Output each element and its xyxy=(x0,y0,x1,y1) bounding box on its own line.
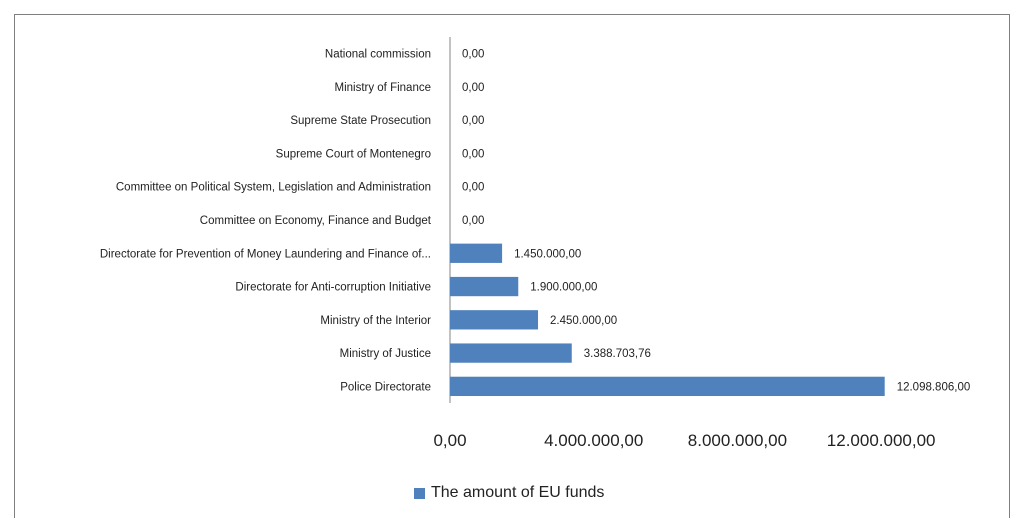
x-tick-label: 4.000.000,00 xyxy=(544,431,643,450)
category-label: Committee on Economy, Finance and Budget xyxy=(200,215,432,227)
data-label: 0,00 xyxy=(462,115,484,127)
data-label: 12.098.806,00 xyxy=(897,381,971,393)
data-label: 0,00 xyxy=(462,182,484,194)
data-label: 1.450.000,00 xyxy=(514,248,581,260)
category-label: Ministry of Justice xyxy=(340,348,431,360)
data-label: 0,00 xyxy=(462,148,484,160)
chart-frame xyxy=(14,14,1010,518)
category-label: Directorate for Prevention of Money Laun… xyxy=(100,248,431,260)
data-label: 0,00 xyxy=(462,82,484,94)
data-label: 0,00 xyxy=(462,215,484,227)
x-tick-label: 0,00 xyxy=(433,431,466,450)
category-label: Supreme Court of Montenegro xyxy=(276,148,431,160)
category-label: Supreme State Prosecution xyxy=(290,115,431,127)
x-tick-label: 8.000.000,00 xyxy=(688,431,787,450)
category-label: Committee on Political System, Legislati… xyxy=(116,182,431,194)
data-label: 1.900.000,00 xyxy=(530,282,597,294)
x-tick-label: 12.000.000,00 xyxy=(827,431,936,450)
category-label: Directorate for Anti-corruption Initiati… xyxy=(235,282,431,294)
category-label: Ministry of the Interior xyxy=(320,315,431,327)
category-label: National commission xyxy=(325,49,431,61)
bar xyxy=(450,310,539,330)
category-label: Police Directorate xyxy=(340,381,431,393)
data-label: 3.388.703,76 xyxy=(584,348,651,360)
bar xyxy=(450,243,503,263)
data-label: 0,00 xyxy=(462,49,484,61)
bar xyxy=(450,276,519,297)
bar xyxy=(450,343,572,363)
legend-label: The amount of EU funds xyxy=(431,484,605,501)
category-label: Ministry of Finance xyxy=(334,82,431,94)
bar xyxy=(450,376,885,397)
legend-swatch xyxy=(414,487,425,499)
data-label: 2.450.000,00 xyxy=(550,315,617,327)
legend: The amount of EU funds xyxy=(414,484,604,502)
